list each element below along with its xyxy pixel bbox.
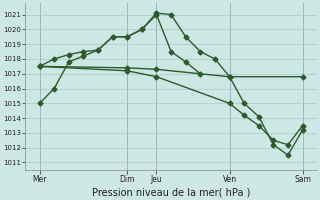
- X-axis label: Pression niveau de la mer( hPa ): Pression niveau de la mer( hPa ): [92, 187, 250, 197]
